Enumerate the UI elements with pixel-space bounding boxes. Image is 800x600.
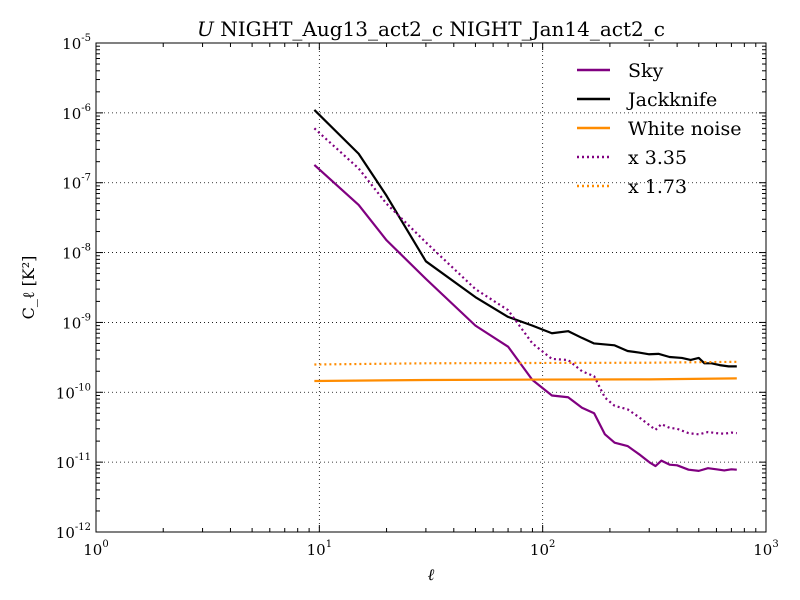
series-line-x-3-35 xyxy=(313,127,737,436)
x-tick-label: 101 xyxy=(307,539,332,559)
legend-label: White noise xyxy=(628,118,742,140)
legend-label: Jackknife xyxy=(626,89,717,111)
y-tick-label: 10-11 xyxy=(56,452,91,472)
legend-label: x 3.35 xyxy=(628,147,687,169)
y-tick-label: 10-8 xyxy=(62,243,91,263)
x-tick-label: 103 xyxy=(753,539,778,559)
series-layer xyxy=(313,109,737,472)
y-tick-label: 10-10 xyxy=(56,382,91,402)
x-axis-label: ℓ xyxy=(428,565,435,584)
chart-title: U NIGHT_Aug13_act2_c NIGHT_Jan14_act2_c xyxy=(197,17,665,41)
legend-label: x 1.73 xyxy=(628,176,687,198)
series-line-white-noise xyxy=(314,377,737,383)
y-tick-label: 10-7 xyxy=(62,173,91,193)
legend-label: Sky xyxy=(628,60,664,82)
x-tick-label: 102 xyxy=(530,539,555,559)
grid-layer xyxy=(96,43,766,532)
series-line-x-1-73 xyxy=(314,360,737,366)
plot-frame xyxy=(95,42,767,533)
y-tick-label: 10-9 xyxy=(62,312,91,332)
ticks-layer: 100 101 102 103 10-12 10-11 10-10 10-9 10-8 10-7 1… xyxy=(56,33,779,559)
y-tick-label: 10-5 xyxy=(62,33,91,53)
legend: Sky Jackknife White noise x 3.35 x 1.73 xyxy=(577,60,742,198)
y-axis-label: C_ℓ [K²] xyxy=(19,256,38,320)
y-tick-label: 10-6 xyxy=(62,103,91,123)
x-tick-label: 100 xyxy=(83,539,108,559)
series-line-sky xyxy=(313,164,737,472)
y-tick-label: 10-12 xyxy=(56,522,91,542)
series-line-jackknife xyxy=(313,109,737,368)
